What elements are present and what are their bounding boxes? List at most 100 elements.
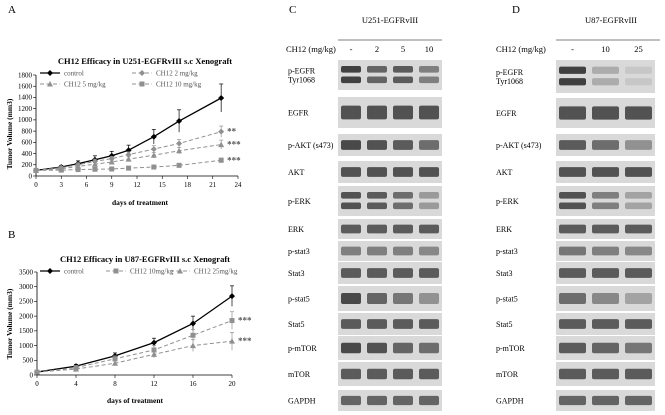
legend-marker <box>47 81 53 87</box>
blot-row-label: ERK <box>496 225 512 234</box>
y-tick-label: 1600 <box>18 83 33 91</box>
protein-band <box>367 268 387 278</box>
blot-row-label: Stat5 <box>288 320 304 329</box>
protein-band <box>625 192 652 199</box>
x-tick-label: 6 <box>85 181 89 189</box>
protein-band <box>559 268 586 278</box>
blot-membrane <box>338 219 442 239</box>
protein-band <box>341 140 361 150</box>
protein-band <box>625 293 652 304</box>
blot-row-label: GAPDH <box>496 397 524 406</box>
y-tick-label: 500 <box>23 357 34 365</box>
data-point <box>150 152 157 158</box>
x-tick-label: 24 <box>235 181 243 189</box>
protein-band <box>592 192 619 199</box>
significance-annotation: *** <box>227 155 241 165</box>
protein-band <box>592 202 619 210</box>
chart-b-ylabel: Tumor Volume (mm3) <box>5 288 14 359</box>
protein-band <box>592 106 619 120</box>
data-point <box>92 166 98 172</box>
data-point <box>218 157 224 163</box>
data-point <box>190 332 196 338</box>
protein-band <box>592 224 619 234</box>
protein-band <box>592 268 619 278</box>
chart-a-xlabel: days of treatment <box>112 198 169 207</box>
protein-band <box>625 246 652 256</box>
protein-band <box>592 167 619 177</box>
protein-band <box>341 105 361 120</box>
blot-membrane <box>338 313 442 335</box>
data-point <box>190 342 196 349</box>
data-point <box>151 351 157 357</box>
dose-label: - <box>571 44 574 54</box>
blot-row-label: p-EGFR Tyr1068 <box>496 68 524 86</box>
protein-band <box>625 342 652 354</box>
legend-label: CH12 10 mg/kg <box>156 81 202 89</box>
data-point <box>151 347 157 353</box>
data-point <box>218 128 225 135</box>
protein-band <box>559 106 586 120</box>
blot-row-label: AKT <box>496 168 513 177</box>
legend-marker <box>139 81 145 87</box>
x-tick-label: 4 <box>74 380 78 388</box>
protein-band <box>592 78 619 86</box>
data-point <box>58 167 64 173</box>
protein-band <box>341 66 361 73</box>
protein-band <box>592 246 619 256</box>
protein-band <box>393 140 413 150</box>
blot-row-label: mTOR <box>496 370 519 379</box>
blot-row-label: p-mTOR <box>496 344 525 353</box>
protein-band <box>367 140 387 150</box>
blot-row-label: AKT <box>288 168 305 177</box>
legend-marker <box>139 70 145 76</box>
protein-band <box>419 368 439 380</box>
protein-band <box>625 202 652 210</box>
protein-band <box>559 342 586 354</box>
protein-band <box>341 202 361 210</box>
series-line <box>35 131 222 171</box>
blot-d-header: U87-EGFRvIII <box>585 15 637 25</box>
blot-membrane <box>338 390 442 411</box>
protein-band <box>592 368 619 380</box>
protein-band <box>559 395 586 406</box>
blot-row-label: EGFR <box>496 109 517 118</box>
y-tick-label: 200 <box>22 161 33 169</box>
blot-row-label: Stat3 <box>496 269 512 278</box>
protein-band <box>341 246 361 256</box>
blot-row-label: p-EGFR Tyr1068 <box>288 67 316 85</box>
protein-band <box>559 293 586 304</box>
data-point <box>190 320 196 327</box>
x-tick-label: 3 <box>60 181 64 189</box>
data-point <box>73 366 79 372</box>
protein-band <box>559 78 586 86</box>
data-point <box>151 164 157 170</box>
protein-band <box>419 395 439 406</box>
blot-panel-c: U251-EGFRvIII CH12 (mg/kg) - 2 5 10 p-EGFR Ty… <box>286 15 442 411</box>
data-point <box>125 151 132 158</box>
protein-band <box>419 66 439 73</box>
y-tick-label: 1000 <box>18 116 33 124</box>
protein-band <box>419 342 439 354</box>
protein-band <box>367 395 387 406</box>
significance-annotation: ** <box>227 127 237 137</box>
protein-band <box>625 78 652 86</box>
chart-b: CH12 Efficacy in U87-EGFRvIII s.c Xenogr… <box>5 254 252 405</box>
data-point <box>109 166 115 172</box>
protein-band <box>419 246 439 256</box>
data-point <box>229 318 235 324</box>
blot-membrane <box>338 241 442 261</box>
legend-label: CH12 5 mg/kg <box>64 81 106 89</box>
y-tick-label: 1800 <box>18 71 33 79</box>
protein-band <box>393 76 413 84</box>
dose-label: - <box>350 44 353 54</box>
chart-b-title: CH12 Efficacy in U87-EGFRvIII s.c Xenogr… <box>60 254 230 264</box>
data-point <box>218 141 225 148</box>
blot-d-dose-label: CH12 (mg/kg) <box>496 44 546 54</box>
legend-label: CH12 25mg/kg <box>194 268 238 276</box>
data-point <box>176 147 183 154</box>
y-tick-label: 3500 <box>19 268 34 276</box>
x-tick-label: 16 <box>190 380 198 388</box>
significance-annotation: *** <box>227 140 241 150</box>
data-point <box>112 360 118 366</box>
data-point <box>229 293 235 300</box>
